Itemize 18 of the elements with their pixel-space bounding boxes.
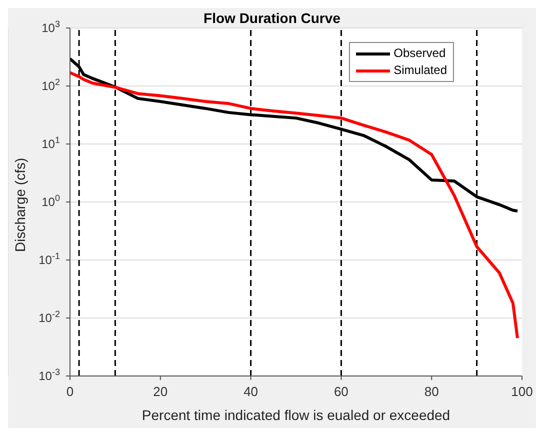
y-tick-label: 10$^{-3}$ [38,367,60,383]
legend-label: Simulated [394,62,447,79]
y-tick-label: 10$^{1}$ [42,135,60,151]
y-tick-label: 10$^{3}$ [42,19,60,35]
y-axis-title: Discharge (cfs) [12,158,28,252]
x-tick-label: 40 [244,384,258,399]
y-tick-label: 10$^{2}$ [42,77,60,93]
x-tick-label: 80 [424,384,439,399]
y-tick-label: 10$^{0}$ [42,193,60,209]
chart-title: Flow Duration Curve [204,10,340,26]
x-axis-title: Percent time indicated flow is eualed or exceeded [142,407,450,423]
legend-label: Observed [394,45,446,62]
x-tick-label: 100 [511,384,533,399]
x-tick-label: 0 [66,384,74,399]
x-tick-label: 60 [334,384,348,399]
y-tick-label: 10$^{-2}$ [38,309,60,325]
y-tick-label: 10$^{-1}$ [38,251,60,267]
x-tick-label: 20 [153,384,168,399]
